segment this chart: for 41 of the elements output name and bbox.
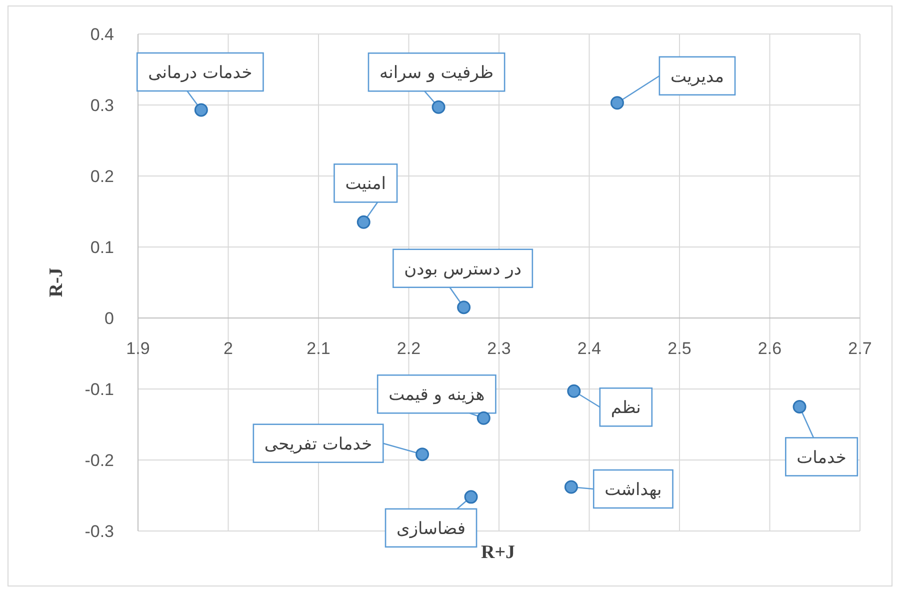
x-tick-label: 2 [224,339,233,358]
point [792,400,806,414]
y-axis-title: R-J [46,268,67,298]
x-tick-label: 2.6 [758,339,782,358]
x-tick-label: 2.2 [396,339,421,358]
point [476,411,490,425]
x-tick-label: 1.9 [126,339,150,358]
x-tick-label: 2.5 [668,339,692,358]
y-tick-label: -0.3 [84,522,114,541]
x-tick-label: 2.1 [306,339,330,358]
annotation: هزینه و قیمت [388,385,485,406]
x-tick-label: 2.4 [577,339,602,358]
y-tick-label: -0.2 [84,451,114,470]
point [194,103,208,117]
annotation: مدیریت [670,66,724,87]
annotation: بهداشت [604,480,662,500]
annotation: خدمات تفریحی [264,434,372,454]
point [464,490,478,504]
annotation: فضاسازی [396,518,466,539]
y-tick-label: 0.2 [90,167,114,186]
y-tick-label: 0.4 [90,25,114,44]
point [432,100,446,114]
point [416,448,430,462]
y-tick-label: 0.3 [90,96,114,115]
point [564,480,578,494]
annotation: ظرفیت و سرانه [379,63,494,84]
annotation: خدمات [796,448,846,468]
point [610,96,624,110]
annotation: در دسترس بودن [404,259,522,280]
x-tick-label: 2.3 [487,339,511,358]
annotation: خدمات درمانی [148,62,252,83]
y-tick-label: -0.1 [84,380,114,399]
x-axis-title: R+J [480,542,516,563]
point [457,300,471,314]
x-tick-label: 2.7 [848,339,872,358]
point [356,215,370,229]
annotation: نظم [610,398,641,418]
y-tick-label: 0 [104,309,114,328]
y-tick-label: 0.1 [90,238,114,257]
annotation: امنیت [345,174,386,194]
point [567,384,581,398]
